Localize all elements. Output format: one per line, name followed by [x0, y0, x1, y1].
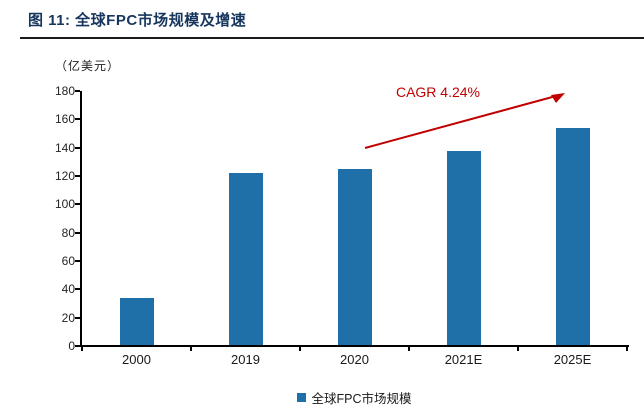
x-axis-line: [80, 345, 629, 347]
x-axis-tick: [81, 346, 83, 351]
x-axis-tick: [190, 346, 192, 351]
bar-2025E: [555, 127, 590, 345]
x-axis-tick-label: 2021E: [444, 352, 483, 367]
bar-2021E: [446, 150, 481, 345]
bar-2019: [228, 173, 263, 345]
y-axis-tick: [75, 231, 80, 234]
y-axis-tick: [75, 175, 80, 177]
x-axis-tick-label: 2019: [231, 352, 260, 367]
legend: 全球FPC市场规模: [82, 388, 627, 407]
y-axis-tick: [75, 316, 80, 319]
cagr-annotation: CAGR 4.24%: [395, 84, 481, 100]
bar-2000: [119, 297, 154, 345]
y-axis-tick-label: 60: [61, 254, 75, 268]
y-axis-tick-label: 40: [61, 282, 75, 297]
title-underline: [20, 37, 644, 39]
x-axis-tick: [299, 346, 301, 351]
y-axis-tick: [75, 288, 80, 291]
bar-2020: [337, 168, 372, 345]
x-axis-tick: [517, 346, 519, 351]
y-axis-tick-label: 100: [54, 197, 75, 212]
legend-square-icon: [297, 393, 307, 402]
y-axis-tick-label: 160: [54, 112, 75, 127]
y-axis-tick: [75, 118, 80, 121]
y-axis-tick-label: 140: [54, 140, 75, 155]
legend-label: 全球FPC市场规模: [311, 392, 412, 406]
y-axis-tick: [75, 203, 80, 206]
y-axis-tick-label: 80: [61, 225, 75, 240]
x-axis-tick: [408, 346, 410, 351]
y-axis-tick: [75, 90, 80, 92]
y-axis-tick-label: 20: [61, 310, 75, 325]
y-axis-tick-label: 0: [68, 339, 75, 353]
x-axis-tick-label: 2000: [122, 352, 151, 367]
y-axis-unit-label: （亿美元）: [55, 59, 121, 73]
y-axis-line: [80, 91, 82, 347]
x-axis-tick-label: 2020: [340, 352, 369, 367]
x-axis-tick: [626, 346, 628, 351]
x-axis-tick-label: 2025E: [553, 352, 592, 367]
y-axis-tick-label: 120: [54, 169, 75, 183]
y-axis-tick: [75, 345, 80, 347]
figure-title: 图 11: 全球FPC市场规模及增速: [28, 12, 247, 29]
y-axis-tick: [75, 260, 80, 262]
y-axis-tick: [75, 146, 80, 149]
y-axis-tick-label: 180: [54, 84, 75, 98]
